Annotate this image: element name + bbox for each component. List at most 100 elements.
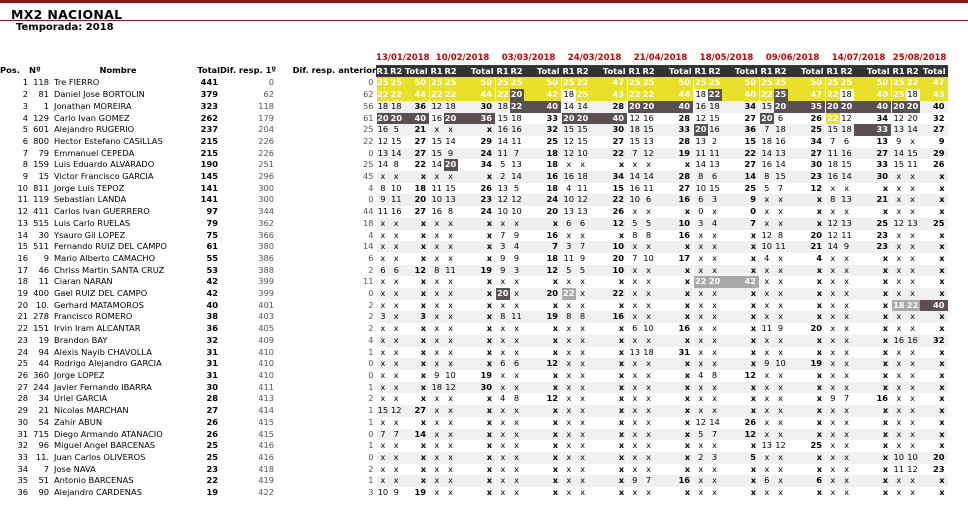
round-8-r1-cell: x xyxy=(825,405,840,417)
round-5-r1-cell: 18 xyxy=(627,124,642,136)
round-7-r2-cell: 6 xyxy=(777,112,784,123)
round-3-r2-cell: x xyxy=(514,369,520,380)
round-5-r1-cell: 25 xyxy=(627,77,642,90)
round-4-r1-cell: 5 xyxy=(561,264,576,277)
rider-diff-leader: 179 xyxy=(258,112,275,123)
round-8-r2-cell: x xyxy=(844,463,850,474)
round-8-total-cell: x xyxy=(882,276,889,287)
round-1-total-cell: x xyxy=(403,381,430,394)
rider-number: 34 xyxy=(38,393,49,404)
round-4-r1-cell: x xyxy=(561,346,576,359)
round-5-r2-cell: 10 xyxy=(643,252,654,263)
round-2-r1-cell: 11 xyxy=(429,182,444,195)
round-5-r2-cell: 7 xyxy=(641,475,656,488)
round-7-total-cell: x xyxy=(816,206,823,217)
round-6-total-cell: x xyxy=(750,487,757,498)
rider-number: 46 xyxy=(38,264,49,275)
round-9-r1-cell: 25 xyxy=(891,89,906,101)
round-6-total-cell: 36 xyxy=(721,124,760,136)
col-dif-prev: Dif. resp. anterior xyxy=(292,65,377,76)
round-5-r2-cell: 22 xyxy=(641,89,656,101)
round-4-r1-cell: x xyxy=(561,416,576,429)
round-2-r2-header: R2 xyxy=(443,65,458,78)
round-4-r1-cell: x xyxy=(561,405,576,417)
round-8-r2-cell: 25 xyxy=(839,77,854,90)
round-7-total-cell: 26 xyxy=(810,112,823,123)
rider-total: 190 xyxy=(200,159,218,170)
round-3-r1-cell: x xyxy=(495,451,510,464)
round-2-r1-cell: x xyxy=(429,440,444,452)
round-7-r2-cell: x xyxy=(778,276,784,287)
round-6-r1-cell: 12 xyxy=(693,416,708,429)
round-8-total-cell: 27 xyxy=(853,147,892,160)
round-6-total-cell: 34 xyxy=(721,100,760,113)
round-2-total-cell: x xyxy=(457,124,496,136)
round-1-total-cell: 27 xyxy=(403,405,430,417)
round-3-total-cell: 16 xyxy=(523,171,562,183)
round-1-r1-cell: x xyxy=(375,276,390,289)
round-2-r2-cell: 8 xyxy=(447,206,454,217)
round-2-r2-cell: x xyxy=(443,334,458,347)
round-8-r2-cell: 15 xyxy=(841,159,852,170)
rider-number: 515 xyxy=(33,217,49,228)
rider-total: 31 xyxy=(206,358,218,369)
rider-total: 30 xyxy=(206,381,218,392)
round-8-r2-cell: 9 xyxy=(839,241,854,253)
rider-number: 15 xyxy=(38,171,49,182)
round-2-r1-cell: 8 xyxy=(429,264,444,277)
rider-diff-leader: 422 xyxy=(258,487,275,498)
round-4-r1-cell: x xyxy=(561,393,576,406)
round-6-r2-cell: 11 xyxy=(707,147,722,160)
round-5-r2-cell: 15 xyxy=(641,124,656,136)
round-8-r1-cell: x xyxy=(825,206,840,218)
round-7-rtotal-header: Total xyxy=(787,65,826,78)
round-3-r1-cell: 4 xyxy=(495,393,510,406)
round-4-r2-cell: 8 xyxy=(575,311,590,324)
round-8-r1-cell: 15 xyxy=(825,124,840,136)
round-4-r2-cell: x xyxy=(580,276,586,287)
round-2-r1-cell: x xyxy=(429,334,444,347)
round-9-r2-cell: x xyxy=(905,264,920,277)
round-7-r1-cell: x xyxy=(759,194,774,207)
round-9-r2-cell: x xyxy=(910,252,916,263)
rider-name: Ysauro Gil LOPEZ xyxy=(54,229,126,240)
rider-diff-previous: 11 xyxy=(362,276,374,287)
round-6-total-cell: x xyxy=(750,229,757,240)
round-7-r1-cell: 4 xyxy=(759,252,774,265)
round-8-r1-cell: x xyxy=(825,311,840,324)
rider-name: Diego Armando ATANACIO xyxy=(54,428,163,439)
round-8-r1-cell: x xyxy=(825,463,840,476)
round-6-r2-cell: x xyxy=(712,229,718,240)
round-4-total-cell: x xyxy=(618,416,625,427)
round-3-r2-header: R2 xyxy=(509,65,524,78)
round-1-r2-cell: 20 xyxy=(389,112,404,125)
round-9-r1-cell: x xyxy=(891,229,906,242)
round-1-total-cell: 40 xyxy=(403,112,430,125)
round-4-r1-cell: x xyxy=(561,358,576,370)
rider-number: 11. xyxy=(35,451,49,462)
round-6-r2-cell: 25 xyxy=(707,77,722,90)
round-5-r1-cell: 9 xyxy=(627,475,642,488)
round-8-total-cell: 33 xyxy=(853,124,892,136)
round-2-r1-cell: x xyxy=(429,217,444,230)
round-9-r1-cell: 16 xyxy=(891,334,906,347)
round-7-r1-cell: 20 xyxy=(759,112,774,125)
round-2-r1-cell: x xyxy=(429,252,444,265)
round-2-total-cell: x xyxy=(457,334,496,347)
round-2-total-cell: x xyxy=(486,323,493,334)
round-1-r2-cell: 14 xyxy=(389,147,404,160)
rider-number: 51 xyxy=(38,475,49,486)
round-9-r1-cell: x xyxy=(891,171,906,183)
round-6-r2-cell: 16 xyxy=(707,124,722,136)
round-3-total-cell: x xyxy=(523,428,562,441)
round-7-r2-header: R2 xyxy=(773,65,788,78)
round-1-r2-cell: x xyxy=(393,229,399,240)
rider-total: 22 xyxy=(206,475,218,486)
round-9-r1-cell: x xyxy=(891,288,906,300)
round-7-total-cell: x xyxy=(816,346,823,357)
round-5-total-cell: x xyxy=(684,393,691,404)
round-7-total-cell: x xyxy=(816,463,823,474)
round-4-r2-cell: x xyxy=(575,475,590,488)
rider-diff-previous: 2 xyxy=(368,311,374,322)
rider-number: 811 xyxy=(33,182,49,193)
